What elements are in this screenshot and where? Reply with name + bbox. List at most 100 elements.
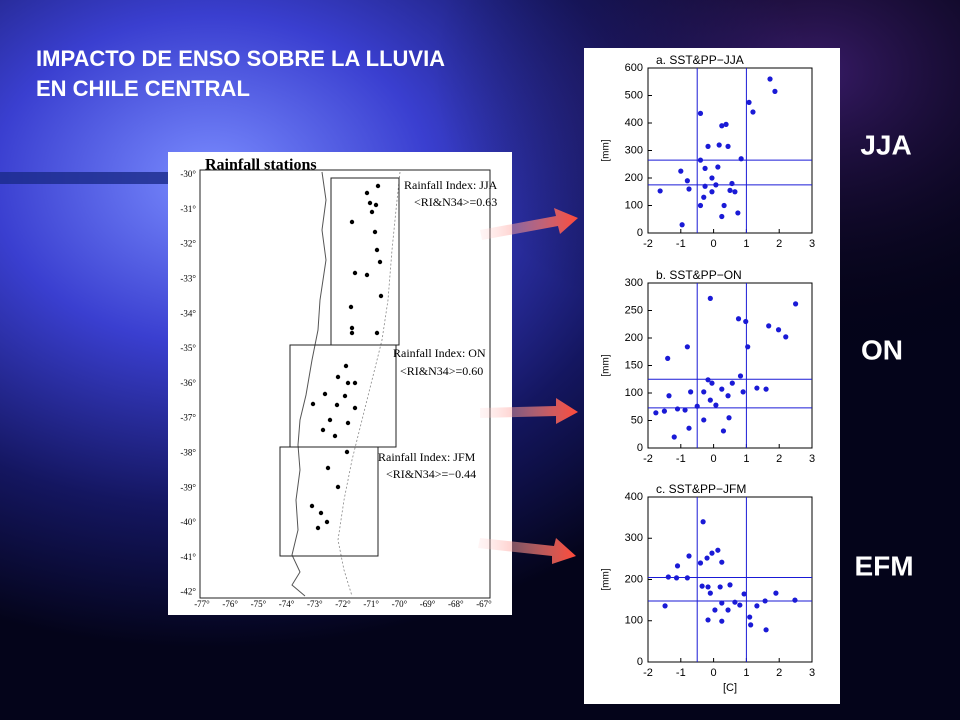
data-point: [726, 415, 732, 421]
data-point: [705, 584, 711, 590]
data-point: [772, 88, 778, 94]
map-panel: [168, 152, 512, 615]
y-tick-label: 200: [625, 172, 643, 184]
y-axis-label: [mm]: [601, 568, 612, 590]
lat-label: -38°: [180, 447, 196, 457]
x-tick-label: 2: [776, 667, 782, 679]
slide-title: IMPACTO DE ENSO SOBRE LA LLUVIA: [36, 46, 445, 71]
x-tick-label: -2: [643, 238, 653, 250]
y-tick-label: 50: [631, 414, 643, 426]
y-tick-label: 300: [625, 277, 643, 289]
season-label: ON: [861, 334, 903, 365]
data-point: [738, 156, 744, 162]
y-tick-label: 400: [625, 491, 643, 503]
data-point: [701, 389, 707, 395]
region-correlation: <RI&N34>=0.60: [400, 364, 483, 378]
chart-title: c. SST&PP−JFM: [656, 482, 746, 496]
data-point: [686, 425, 692, 431]
data-point: [727, 582, 733, 588]
data-point: [699, 583, 705, 589]
data-point: [682, 407, 688, 413]
y-axis-label: [mm]: [601, 139, 612, 161]
coastline: [291, 171, 327, 597]
y-tick-label: 100: [625, 387, 643, 399]
data-point: [732, 189, 738, 195]
x-tick-label: 0: [711, 238, 717, 250]
data-point: [684, 344, 690, 350]
data-point: [686, 553, 692, 559]
lon-label: -68°: [448, 599, 464, 609]
data-point: [674, 563, 681, 569]
data-point: [712, 607, 718, 613]
data-point: [705, 377, 711, 383]
lat-label: -39°: [180, 482, 196, 492]
lon-label: -70°: [392, 599, 408, 609]
data-point: [775, 327, 782, 333]
data-point: [697, 110, 704, 116]
data-point: [679, 222, 685, 228]
x-tick-label: 0: [711, 453, 717, 465]
data-point: [767, 76, 773, 82]
data-point: [707, 590, 713, 596]
data-point: [754, 603, 760, 609]
data-point: [792, 597, 798, 603]
data-point: [746, 99, 752, 105]
data-point: [720, 428, 727, 434]
data-point: [684, 178, 690, 184]
data-point: [773, 590, 779, 596]
data-point: [709, 175, 715, 181]
data-point: [717, 584, 723, 590]
data-point: [729, 180, 735, 187]
data-point: [715, 164, 721, 170]
data-point: [697, 157, 704, 163]
data-point: [725, 143, 731, 149]
lon-label: -75°: [251, 599, 267, 609]
arrow: [478, 538, 576, 564]
data-point: [678, 168, 684, 174]
y-tick-label: 0: [637, 656, 643, 668]
map-frame: [199, 169, 491, 599]
lon-label: -71°: [363, 599, 379, 609]
lon-label: -72°: [335, 599, 351, 609]
data-point: [743, 318, 749, 325]
data-point: [702, 165, 708, 171]
season-label: JJA: [860, 129, 911, 160]
y-tick-label: 500: [625, 89, 643, 101]
lon-label: -73°: [307, 599, 323, 609]
data-point: [766, 323, 772, 329]
y-tick-label: 600: [625, 62, 643, 74]
data-point: [709, 189, 715, 195]
data-point: [740, 389, 746, 395]
y-tick-label: 400: [625, 117, 643, 129]
lon-label: -76°: [222, 599, 238, 609]
data-point: [732, 599, 738, 605]
data-point: [713, 182, 719, 188]
lon-label: -69°: [420, 599, 436, 609]
y-tick-label: 200: [625, 332, 643, 344]
x-tick-label: 1: [743, 453, 749, 465]
y-tick-label: 100: [625, 199, 643, 211]
y-tick-label: 100: [625, 615, 643, 627]
region-label: Rainfall Index: ON: [393, 346, 486, 360]
data-point: [686, 186, 692, 192]
data-point: [762, 598, 768, 604]
x-tick-label: 2: [776, 453, 782, 465]
x-tick-label: 2: [776, 238, 782, 250]
data-point: [748, 622, 754, 628]
data-point: [747, 614, 753, 620]
data-point: [684, 575, 690, 581]
data-point: [705, 617, 711, 623]
data-point: [705, 143, 711, 149]
region-box: [279, 446, 379, 557]
data-point: [754, 385, 760, 391]
map-title: Rainfall stations: [205, 157, 317, 174]
data-point: [719, 600, 725, 606]
lon-label: -67°: [476, 599, 492, 609]
y-tick-label: 0: [637, 227, 643, 239]
lat-label: -36°: [180, 378, 196, 388]
slide-title: EN CHILE CENTRAL: [36, 76, 250, 101]
data-point: [763, 627, 769, 633]
data-point: [721, 202, 727, 209]
